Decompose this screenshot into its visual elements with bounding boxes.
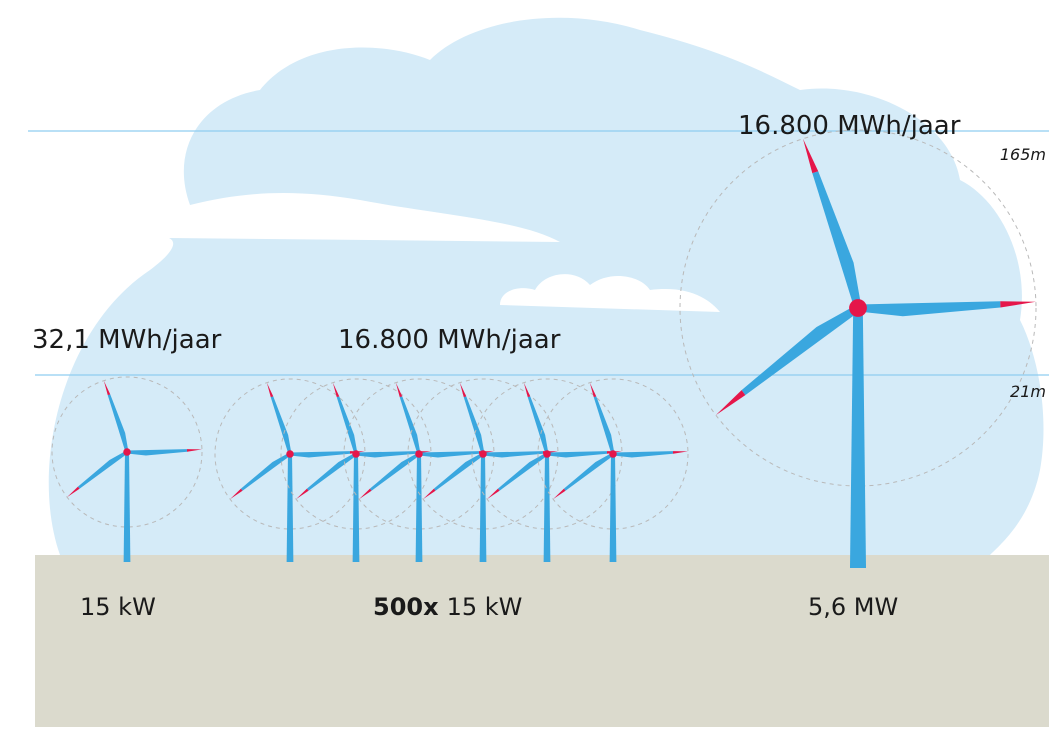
ground: [35, 555, 1049, 727]
page: 32,1 MWh/jaar 16.800 MWh/jaar 16.800 MWh…: [0, 0, 1049, 731]
hub: [543, 450, 551, 458]
height-low: 21m: [1010, 382, 1046, 401]
farm-count: 500x: [373, 593, 439, 621]
hub: [415, 450, 423, 458]
farm-power-label: 500x 15 kW: [373, 593, 522, 621]
small-power: 15 kW: [80, 593, 156, 621]
small-yield: 32,1 MWh/jaar: [32, 325, 222, 355]
hub: [123, 448, 131, 456]
infographic: 32,1 MWh/jaar 16.800 MWh/jaar 16.800 MWh…: [0, 0, 1049, 727]
hub: [286, 450, 294, 458]
hub: [352, 450, 360, 458]
height-top: 165m: [1000, 145, 1046, 164]
large-power: 5,6 MW: [808, 593, 898, 621]
farm-yield: 16.800 MWh/jaar: [338, 325, 561, 355]
hub: [479, 450, 487, 458]
hub: [609, 450, 617, 458]
large-yield: 16.800 MWh/jaar: [738, 111, 961, 141]
hub: [849, 299, 867, 317]
farm-power: 15 kW: [447, 593, 523, 621]
